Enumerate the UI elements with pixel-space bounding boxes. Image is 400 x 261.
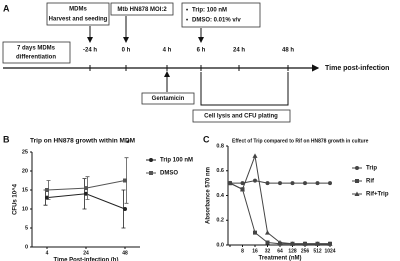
x-tick-label: 256 xyxy=(301,248,310,254)
legend-label: Rif+Trip xyxy=(366,192,389,198)
point xyxy=(45,195,49,200)
point xyxy=(277,240,283,245)
box xyxy=(110,2,174,16)
x-tick-label: 128 xyxy=(288,248,297,254)
point xyxy=(278,181,282,186)
y-tick-label: 25 xyxy=(22,149,28,155)
box xyxy=(192,109,291,123)
box-text: Gentamicin xyxy=(152,96,185,102)
box-text: Cell lysis and CFU plating xyxy=(204,114,278,120)
point xyxy=(227,180,233,186)
x-tick-label: 512 xyxy=(313,248,322,254)
legend-label: Rif xyxy=(366,179,375,185)
series-line xyxy=(229,182,330,245)
point xyxy=(240,186,245,192)
box-text: Harvest and seeding xyxy=(49,17,108,23)
x-tick-label: 4 xyxy=(46,250,49,256)
box-text: differentiation xyxy=(16,55,56,61)
point xyxy=(265,240,270,245)
box-text: Trip: 100 nM xyxy=(192,8,227,14)
axis-label: Time post-infection xyxy=(325,65,389,72)
x-axis-label: Treatment (nM) xyxy=(258,256,301,261)
x-tick-label: 32 xyxy=(265,248,271,254)
box xyxy=(2,41,71,64)
y-tick-label: 5 xyxy=(25,225,28,231)
chart-panel: C Effect of Trip compared to Rif on HN878… xyxy=(203,134,389,261)
box xyxy=(46,2,110,26)
legend-label: DMSO xyxy=(160,171,178,177)
y-axis-label: CFUs 10^4 xyxy=(13,183,19,215)
x-axis-label: Time Post-infection (h) xyxy=(54,258,119,261)
y-tick-label: 10 xyxy=(22,206,28,212)
point xyxy=(252,153,258,158)
time-label: 0 h xyxy=(122,48,131,54)
bullet: • xyxy=(186,8,188,14)
point xyxy=(265,230,270,235)
time-label: -24 h xyxy=(83,48,97,54)
box-text: 7 days MDMs xyxy=(17,46,56,52)
y-tick-label: 20 xyxy=(22,168,28,174)
point xyxy=(265,181,270,186)
point xyxy=(354,191,360,196)
x-tick-label: 64 xyxy=(277,248,283,254)
point xyxy=(84,186,88,191)
point xyxy=(84,191,88,196)
chart-panel: B Trip on HN878 growth within MDM 0 5 10 15 20… xyxy=(3,134,193,261)
time-label: 4 h xyxy=(163,48,172,54)
x-tick-label: 24 xyxy=(83,250,89,256)
y-tick-label: 15 xyxy=(22,187,28,193)
y-tick-label: 0.4 xyxy=(216,193,225,199)
y-tick-label: 0 xyxy=(25,244,28,250)
point xyxy=(355,166,359,170)
y-tick-label: 0.2 xyxy=(216,218,224,224)
y-tick-label: 0.0 xyxy=(216,242,224,248)
y-axis-label: Absorbance 570 nm xyxy=(206,167,212,224)
panel-label: B xyxy=(3,134,10,144)
point xyxy=(253,178,257,183)
point xyxy=(355,179,359,183)
time-label: 6 h xyxy=(197,48,206,54)
time-label: 24 h xyxy=(233,48,245,54)
y-tick-label: 0.6 xyxy=(216,168,224,174)
chart-title: Effect of Trip compared to Rif on HN878 … xyxy=(232,138,369,144)
point xyxy=(327,241,333,246)
x-tick-label: 8 xyxy=(241,248,244,254)
box-text: MDMs xyxy=(69,7,87,13)
bracket xyxy=(200,72,289,106)
box-text: Mtb HN878 MOI:2 xyxy=(117,7,167,13)
x-tick-label: 1024 xyxy=(324,248,335,254)
panel-a: A MDMs Harvest and seeding Mtb HN878 MOI… xyxy=(2,2,389,123)
point xyxy=(290,241,295,246)
x-tick-label: 48 xyxy=(122,250,128,256)
point xyxy=(45,188,49,192)
series-line xyxy=(229,153,330,245)
panel-label: A xyxy=(3,3,10,13)
point xyxy=(315,181,320,186)
point xyxy=(149,171,153,175)
point xyxy=(253,230,257,235)
point xyxy=(123,178,127,183)
point xyxy=(315,241,320,246)
box-text: DMSO: 0.01% v/v xyxy=(192,18,241,24)
panel-label: C xyxy=(203,134,210,144)
box xyxy=(141,92,195,105)
x-tick-label: 16 xyxy=(252,248,258,254)
point xyxy=(149,158,153,162)
point xyxy=(302,241,308,246)
point xyxy=(240,181,245,186)
legend-label: Trip 100 nM xyxy=(160,158,193,164)
point xyxy=(290,181,295,186)
time-label: 48 h xyxy=(282,48,294,54)
y-tick-label: 0.8 xyxy=(216,143,224,149)
bullet: • xyxy=(186,18,188,24)
series-line xyxy=(46,193,126,210)
annotation: * xyxy=(126,139,130,148)
box xyxy=(181,2,261,28)
point xyxy=(328,181,332,186)
point xyxy=(123,207,127,211)
chart-title: Trip on HN878 growth within MDM xyxy=(30,138,135,145)
legend-label: Trip xyxy=(366,166,377,172)
point xyxy=(303,181,307,186)
